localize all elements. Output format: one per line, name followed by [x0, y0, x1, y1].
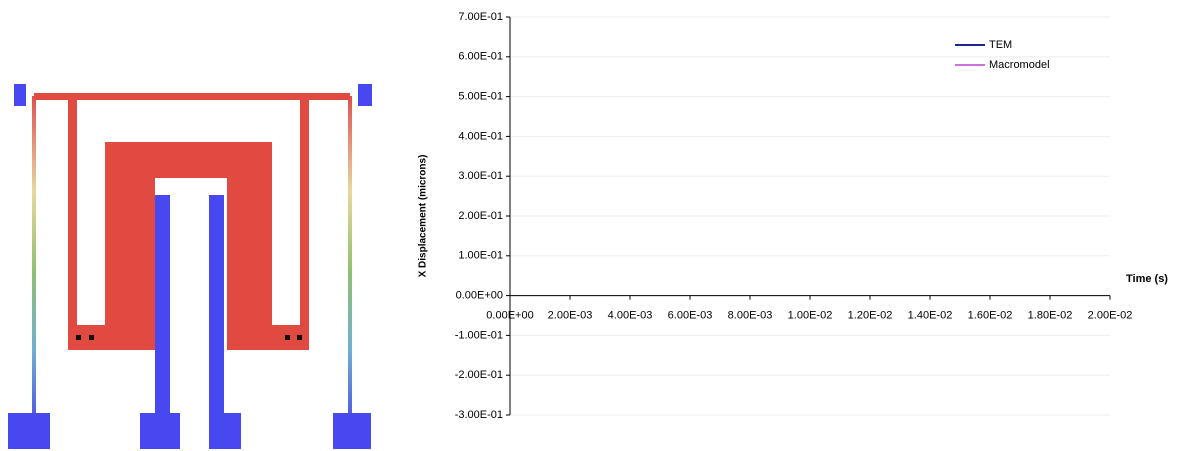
x-tick-label: 1.20E-02 [848, 310, 893, 322]
anchor [8, 413, 50, 449]
y-tick-label: 4.00E-01 [458, 130, 503, 142]
y-tick-label: -3.00E-01 [455, 409, 503, 421]
x-tick-label: 6.00E-03 [668, 310, 713, 322]
hole [76, 335, 81, 340]
y-tick-label: 1.00E-01 [458, 250, 503, 262]
anchor [358, 84, 372, 106]
y-tick-label: 7.00E-01 [458, 11, 503, 23]
x-tick-label: 1.40E-02 [908, 310, 953, 322]
anchor [140, 413, 180, 449]
y-tick-label: 2.00E-01 [458, 210, 503, 222]
y-tick-label: 6.00E-01 [458, 51, 503, 63]
proof-mass [105, 142, 272, 350]
finger [155, 195, 170, 415]
spring [272, 325, 309, 350]
y-tick-label: 5.00E-01 [458, 91, 503, 103]
beam [32, 96, 36, 414]
beam [348, 96, 352, 414]
x-tick-label: 0.00E+00 [486, 310, 533, 322]
x-axis-title: Time (s) [1126, 273, 1168, 285]
x-tick-label: 4.00E-03 [608, 310, 653, 322]
x-tick-label: 8.00E-03 [728, 310, 773, 322]
anchor [333, 413, 371, 449]
spring [68, 96, 77, 350]
legend-label: TEM [989, 39, 1012, 51]
spring [300, 96, 309, 350]
finger [209, 195, 224, 415]
hole [297, 335, 302, 340]
legend-label: Macromodel [989, 59, 1050, 71]
chart: X Displacement (microns) Time (s) -3.00E… [418, 11, 1169, 421]
hole [89, 335, 94, 340]
mems-structure [8, 84, 372, 449]
x-tick-label: 1.00E-02 [788, 310, 833, 322]
anchor [14, 84, 26, 106]
y-tick-label: -1.00E-01 [455, 329, 503, 341]
y-tick-label: 3.00E-01 [458, 170, 503, 182]
y-axis-title: X Displacement (microns) [418, 155, 429, 278]
y-tick-label: 0.00E+00 [456, 290, 503, 302]
anchor [209, 413, 241, 449]
x-tick-label: 1.60E-02 [968, 310, 1013, 322]
x-tick-label: 2.00E-02 [1088, 310, 1133, 322]
page: X Displacement (microns) Time (s) -3.00E… [0, 0, 1177, 451]
x-tick-label: 2.00E-03 [548, 310, 593, 322]
x-tick-label: 1.80E-02 [1028, 310, 1073, 322]
figure: X Displacement (microns) Time (s) -3.00E… [0, 0, 1177, 451]
hole [285, 335, 290, 340]
y-tick-label: -2.00E-01 [455, 369, 503, 381]
spring [68, 325, 108, 350]
